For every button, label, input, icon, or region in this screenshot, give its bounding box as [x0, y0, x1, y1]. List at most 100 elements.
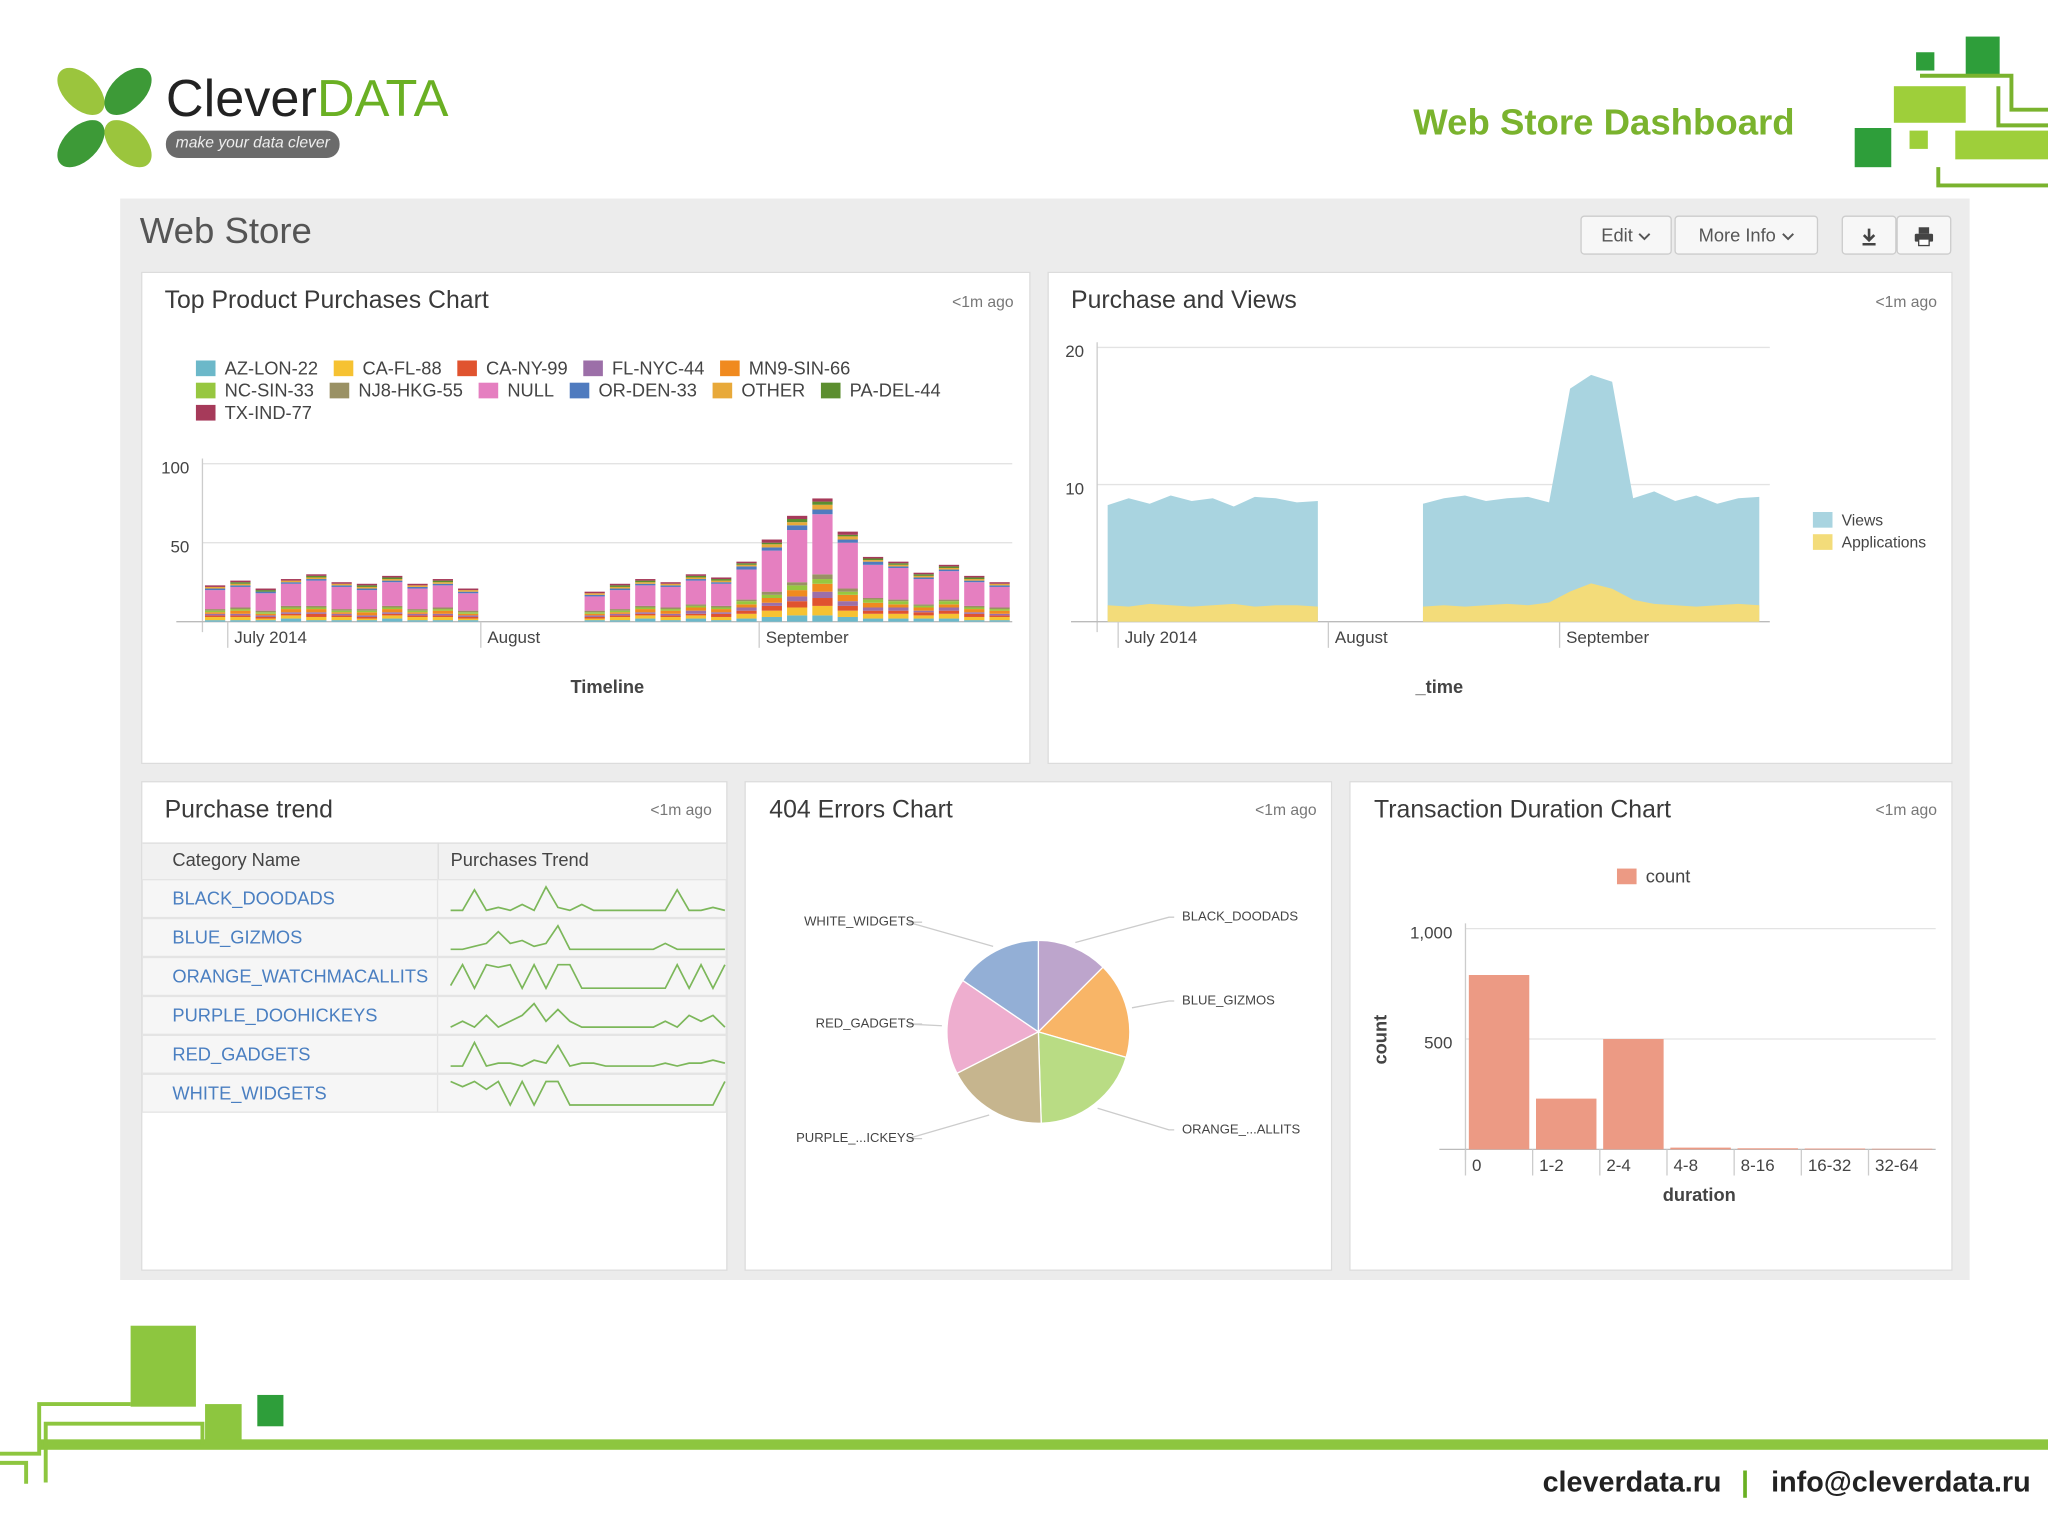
- bar: [584, 616, 605, 619]
- legend-label: AZ-LON-22: [225, 357, 318, 378]
- legend-swatch: [478, 382, 499, 399]
- legend-swatch: [1812, 534, 1833, 550]
- bar: [964, 616, 985, 621]
- bar: [230, 607, 251, 610]
- tagline: make your data clever: [175, 133, 330, 152]
- bar: [913, 579, 934, 605]
- bar: [204, 612, 226, 614]
- x-tick-label: 32-64: [1875, 1156, 1918, 1175]
- bar: [635, 609, 656, 613]
- bar: [204, 586, 226, 589]
- x-tick-label: 1-2: [1539, 1156, 1564, 1175]
- bar: [255, 615, 276, 617]
- bar: [458, 590, 479, 592]
- bar: [862, 556, 884, 559]
- legend-label: count: [1646, 866, 1691, 887]
- bar: [204, 613, 226, 616]
- bar: [787, 530, 808, 583]
- bar: [938, 604, 960, 608]
- bar: [356, 615, 378, 617]
- bar: [331, 583, 352, 586]
- bar: [356, 590, 378, 610]
- bar: [736, 599, 757, 602]
- bar: [458, 588, 479, 591]
- bar: [685, 618, 707, 622]
- corner-decoration: [1854, 36, 2048, 188]
- bar: [584, 613, 605, 616]
- updated: <1m ago: [1875, 800, 1937, 819]
- bar: [407, 586, 428, 589]
- bar: [913, 607, 934, 611]
- legend-swatch: [569, 382, 590, 399]
- bar: [458, 616, 479, 619]
- bar: [230, 616, 251, 621]
- area: [1107, 374, 1760, 622]
- edit-button[interactable]: Edit: [1580, 215, 1672, 255]
- legend-swatch: [712, 382, 733, 399]
- bar: [255, 593, 276, 611]
- bar: [609, 613, 631, 616]
- bar: [280, 579, 302, 581]
- column-header[interactable]: Purchases Trend: [450, 848, 589, 870]
- bar: [964, 579, 985, 581]
- bar: [356, 586, 378, 589]
- bar: [685, 579, 707, 581]
- bar: [862, 602, 884, 608]
- leader-line: [907, 921, 994, 948]
- bar: [787, 596, 808, 602]
- bar: [306, 607, 327, 610]
- brand-left: Clever: [165, 70, 317, 128]
- column-divider: [437, 842, 439, 880]
- bar: [660, 585, 681, 587]
- x-tick-label: August: [487, 628, 540, 647]
- bar: [306, 579, 327, 581]
- bar: [382, 577, 403, 580]
- legend-swatch: [195, 360, 216, 377]
- footer-email: info@cleverdata.ru: [1771, 1465, 2031, 1499]
- category-name: WHITE_WIDGETS: [172, 1082, 326, 1104]
- print-button[interactable]: [1896, 215, 1952, 255]
- x-axis-title: duration: [1663, 1184, 1736, 1205]
- bar: [913, 604, 934, 606]
- bar: [1603, 1039, 1664, 1150]
- bar: [862, 618, 884, 622]
- footer-separator: |: [1741, 1465, 1750, 1499]
- panel: [1349, 781, 1953, 1271]
- bar: [685, 615, 707, 619]
- bar: [635, 612, 656, 614]
- bar: [255, 616, 276, 619]
- download-button[interactable]: [1841, 215, 1897, 255]
- bar: [407, 613, 428, 616]
- bar: [989, 582, 1010, 584]
- bar: [913, 610, 934, 613]
- legend-label: NJ8-HKG-55: [358, 380, 463, 401]
- bar: [685, 577, 707, 580]
- bar: [888, 610, 909, 614]
- slide-title: Web Store Dashboard: [1413, 101, 1795, 143]
- legend-label: Views: [1842, 512, 1884, 529]
- bar: [812, 514, 833, 575]
- y-tick-label: 1,000: [1410, 923, 1452, 942]
- bar: [432, 615, 453, 617]
- bar: [255, 612, 276, 614]
- y-tick-label: 50: [171, 537, 190, 556]
- bar: [230, 583, 251, 586]
- legend-label: PA-DEL-44: [850, 380, 941, 401]
- bar: [635, 585, 656, 606]
- bar: [635, 582, 656, 584]
- bar: [635, 618, 656, 622]
- x-tick-label: 0: [1472, 1156, 1481, 1175]
- pie-slice: [946, 979, 1040, 1075]
- more-info-button[interactable]: More Info: [1674, 215, 1819, 255]
- bar: [230, 615, 251, 617]
- bar: [407, 609, 428, 611]
- bar: [787, 607, 808, 616]
- bar: [812, 501, 833, 505]
- bar: [888, 564, 909, 567]
- bar: [382, 605, 403, 608]
- bar: [913, 575, 934, 578]
- bar: [230, 609, 251, 611]
- bar: [888, 607, 909, 611]
- bar: [812, 615, 833, 622]
- column-header[interactable]: Category Name: [172, 848, 301, 870]
